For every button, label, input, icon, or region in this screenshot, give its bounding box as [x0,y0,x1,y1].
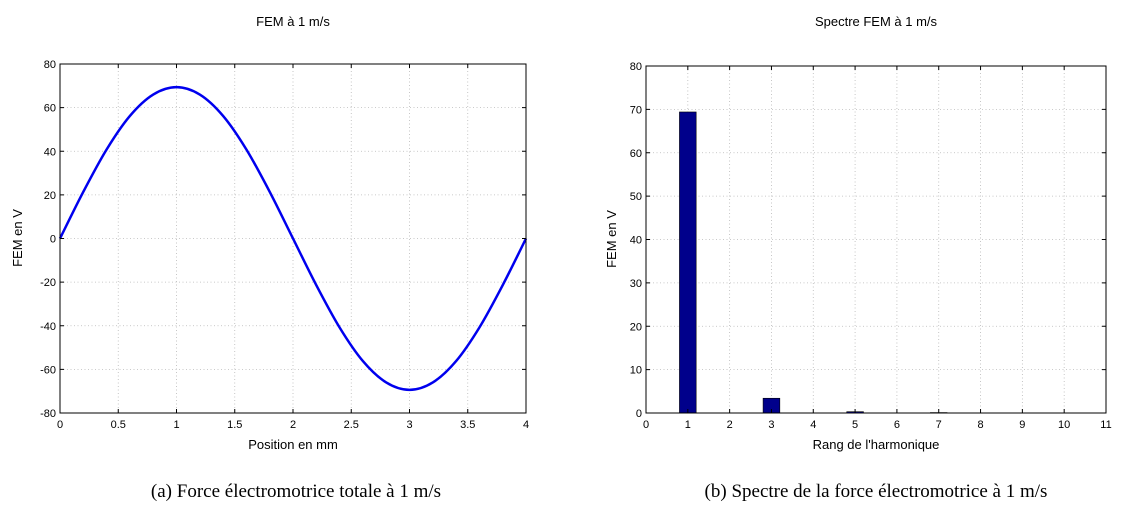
y-tick-label: 0 [50,234,56,246]
chart-a-plot-area [58,85,528,392]
series-line-fem [58,85,528,392]
y-tick-label: 50 [630,191,642,203]
x-tick-label: 10 [1058,419,1070,431]
x-tick-label: 8 [977,419,983,431]
y-tick-label: 40 [630,235,642,247]
x-tick-label: 4 [523,419,529,431]
y-tick-label: -80 [40,408,56,420]
x-tick-label: 1 [173,419,179,431]
chart-b-grid [646,66,1106,413]
x-tick-label: 1 [685,419,691,431]
x-tick-label: 4 [810,419,816,431]
y-tick-label: 20 [630,321,642,333]
x-tick-label: 7 [936,419,942,431]
chart-a-xlabel: Position en mm [248,437,338,452]
y-tick-label: 60 [630,148,642,160]
y-tick-label: 80 [630,61,642,73]
x-tick-label: 6 [894,419,900,431]
chart-a-ylabel: FEM en V [10,209,25,267]
x-tick-label: 2.5 [344,419,359,431]
y-tick-label: 40 [44,146,56,158]
y-tick-label: 60 [44,103,56,115]
caption-b: (b) Spectre de la force électromotrice à… [705,481,1048,502]
panel-a-line-chart: FEM à 1 m/s 0 0.5 1 1.5 2 2.5 3 3.5 4 -80 -60 -40 -2… [10,14,529,502]
chart-b-ylabel: FEM en V [604,210,619,268]
x-tick-label: 3.5 [460,419,475,431]
panel-b-bar-chart: Spectre FEM à 1 m/s 0 1 2 3 4 5 6 7 8 9 10 11 0 10 20 3… [604,14,1112,502]
chart-a-ticks: 0 0.5 1 1.5 2 2.5 3 3.5 4 -80 -60 -40 -20 0 20 40 60 80 [40,59,529,431]
y-tick-label: -40 [40,321,56,333]
x-tick-label: 1.5 [227,419,242,431]
bar-harmonic-1 [679,111,697,414]
x-tick-label: 5 [852,419,858,431]
chart-b-xlabel: Rang de l'harmonique [813,437,940,452]
y-tick-label: 10 [630,365,642,377]
chart-a-title: FEM à 1 m/s [256,14,330,29]
chart-b-axes-box [645,65,1107,414]
y-tick-label: -60 [40,364,56,376]
x-tick-label: 3 [406,419,412,431]
y-tick-label: 20 [44,190,56,202]
x-tick-label: 3 [768,419,774,431]
x-tick-label: 0 [57,419,63,431]
caption-a: (a) Force électromotrice totale à 1 m/s [151,481,441,502]
y-tick-label: 0 [636,408,642,420]
y-tick-label: 80 [44,59,56,71]
y-tick-label: 30 [630,278,642,290]
x-tick-label: 0.5 [111,419,126,431]
x-tick-label: 9 [1019,419,1025,431]
y-tick-label: -20 [40,277,56,289]
chart-b-title: Spectre FEM à 1 m/s [815,14,938,29]
x-tick-label: 0 [643,419,649,431]
chart-b-ticks: 0 1 2 3 4 5 6 7 8 9 10 11 0 10 20 30 40 50 60 70 80 [630,61,1112,431]
x-tick-label: 2 [290,419,296,431]
x-tick-label: 11 [1100,419,1111,431]
y-tick-label: 70 [630,104,642,116]
x-tick-label: 2 [727,419,733,431]
